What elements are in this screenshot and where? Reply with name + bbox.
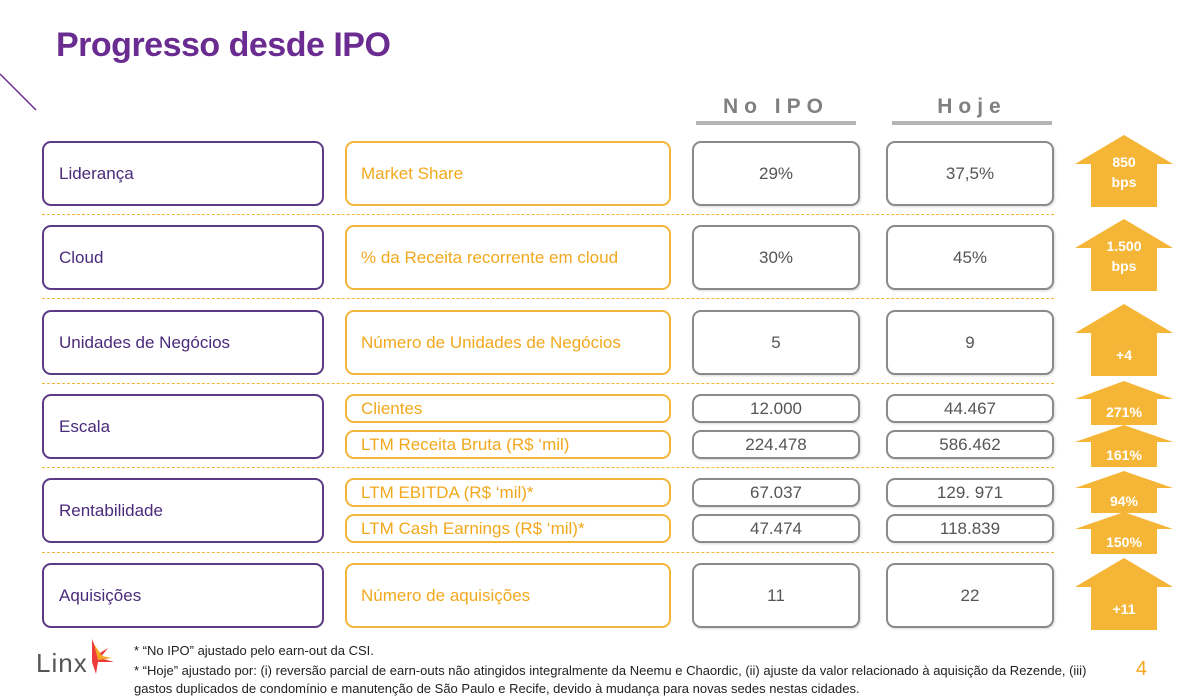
metric-box: Número de Unidades de Negócios — [345, 310, 671, 375]
value-ipo: 29% — [692, 141, 860, 206]
column-header-ipo-underline — [696, 121, 856, 125]
category-box-rentabilidade: Rentabilidade — [42, 478, 324, 543]
growth-arrow-icon: 1.500 bps — [1075, 219, 1173, 291]
growth-value-line: 161% — [1106, 447, 1142, 463]
growth-value: 161% — [1075, 445, 1173, 465]
growth-arrow-icon: 271% — [1075, 381, 1173, 425]
decorative-corner-line-icon — [0, 73, 37, 111]
metric-box: Market Share — [345, 141, 671, 206]
value-ipo: 30% — [692, 225, 860, 290]
category-box-escala: Escala — [42, 394, 324, 459]
value-ipo: 12.000 — [692, 394, 860, 423]
value-ipo: 11 — [692, 563, 860, 628]
page-title: Progresso desde IPO — [56, 26, 391, 64]
value-today: 44.467 — [886, 394, 1054, 423]
growth-value-line: 271% — [1106, 404, 1142, 420]
growth-value: +11 — [1075, 599, 1173, 619]
column-header-today: Hoje — [937, 95, 1007, 118]
column-header-ipo: No IPO — [722, 95, 829, 118]
row-divider — [42, 467, 1054, 468]
value-today: 22 — [886, 563, 1054, 628]
footnote-ipo: * “No IPO” ajustado pelo earn-out da CSI… — [134, 643, 374, 658]
category-box-lideranca: Liderança — [42, 141, 324, 206]
growth-value-line: 850 — [1112, 154, 1136, 170]
linx-logo: Linx — [34, 634, 124, 684]
value-ipo: 67.037 — [692, 478, 860, 507]
value-today: 9 — [886, 310, 1054, 375]
growth-value: 94% — [1075, 491, 1173, 511]
value-ipo: 47.474 — [692, 514, 860, 543]
row-divider — [42, 552, 1054, 553]
category-box-unidades-de-negocios: Unidades de Negócios — [42, 310, 324, 375]
growth-value-line: bps — [1111, 174, 1137, 190]
growth-arrow-icon: 150% — [1075, 512, 1173, 554]
growth-value: 1.500 bps — [1075, 236, 1173, 276]
metric-box: LTM Receita Bruta (R$ ‘mil) — [345, 430, 671, 459]
growth-value-line: +11 — [1112, 601, 1136, 617]
value-today: 37,5% — [886, 141, 1054, 206]
metric-box: % da Receita recorrente em cloud — [345, 225, 671, 290]
linx-logo-icon — [92, 639, 114, 674]
category-box-aquisicoes: Aquisições — [42, 563, 324, 628]
growth-arrow-icon: 94% — [1075, 471, 1173, 513]
row-divider — [42, 383, 1054, 384]
row-divider — [42, 214, 1054, 215]
growth-arrow-icon: +4 — [1075, 304, 1173, 376]
growth-value-line: +4 — [1116, 347, 1132, 363]
value-today: 118.839 — [886, 514, 1054, 543]
metric-box: Clientes — [345, 394, 671, 423]
growth-value: 850 bps — [1075, 152, 1173, 192]
growth-value-line: 94% — [1109, 493, 1139, 509]
growth-arrow-icon: 161% — [1075, 425, 1173, 467]
category-box-cloud: Cloud — [42, 225, 324, 290]
metric-box: Número de aquisições — [345, 563, 671, 628]
growth-value-line: bps — [1111, 258, 1137, 274]
growth-value: +4 — [1075, 345, 1173, 365]
growth-arrow-icon: +11 — [1075, 558, 1173, 630]
metric-box: LTM Cash Earnings (R$ ‘mil)* — [345, 514, 671, 543]
value-today: 129. 971 — [886, 478, 1054, 507]
row-divider — [42, 298, 1054, 299]
value-today: 586.462 — [886, 430, 1054, 459]
logo-text: Linx — [36, 648, 88, 678]
value-today: 45% — [886, 225, 1054, 290]
growth-value: 271% — [1075, 402, 1173, 422]
growth-arrow-icon: 850 bps — [1075, 135, 1173, 207]
page-number: 4 — [1135, 658, 1147, 680]
value-ipo: 224.478 — [692, 430, 860, 459]
growth-value: 150% — [1075, 532, 1173, 552]
footnote-today: * “Hoje” ajustado por: (i) reversão parc… — [134, 663, 1087, 696]
column-header-today-underline — [892, 121, 1052, 125]
metric-box: LTM EBITDA (R$ ‘mil)* — [345, 478, 671, 507]
value-ipo: 5 — [692, 310, 860, 375]
growth-value-line: 150% — [1106, 534, 1142, 550]
growth-value-line: 1.500 — [1106, 238, 1142, 254]
